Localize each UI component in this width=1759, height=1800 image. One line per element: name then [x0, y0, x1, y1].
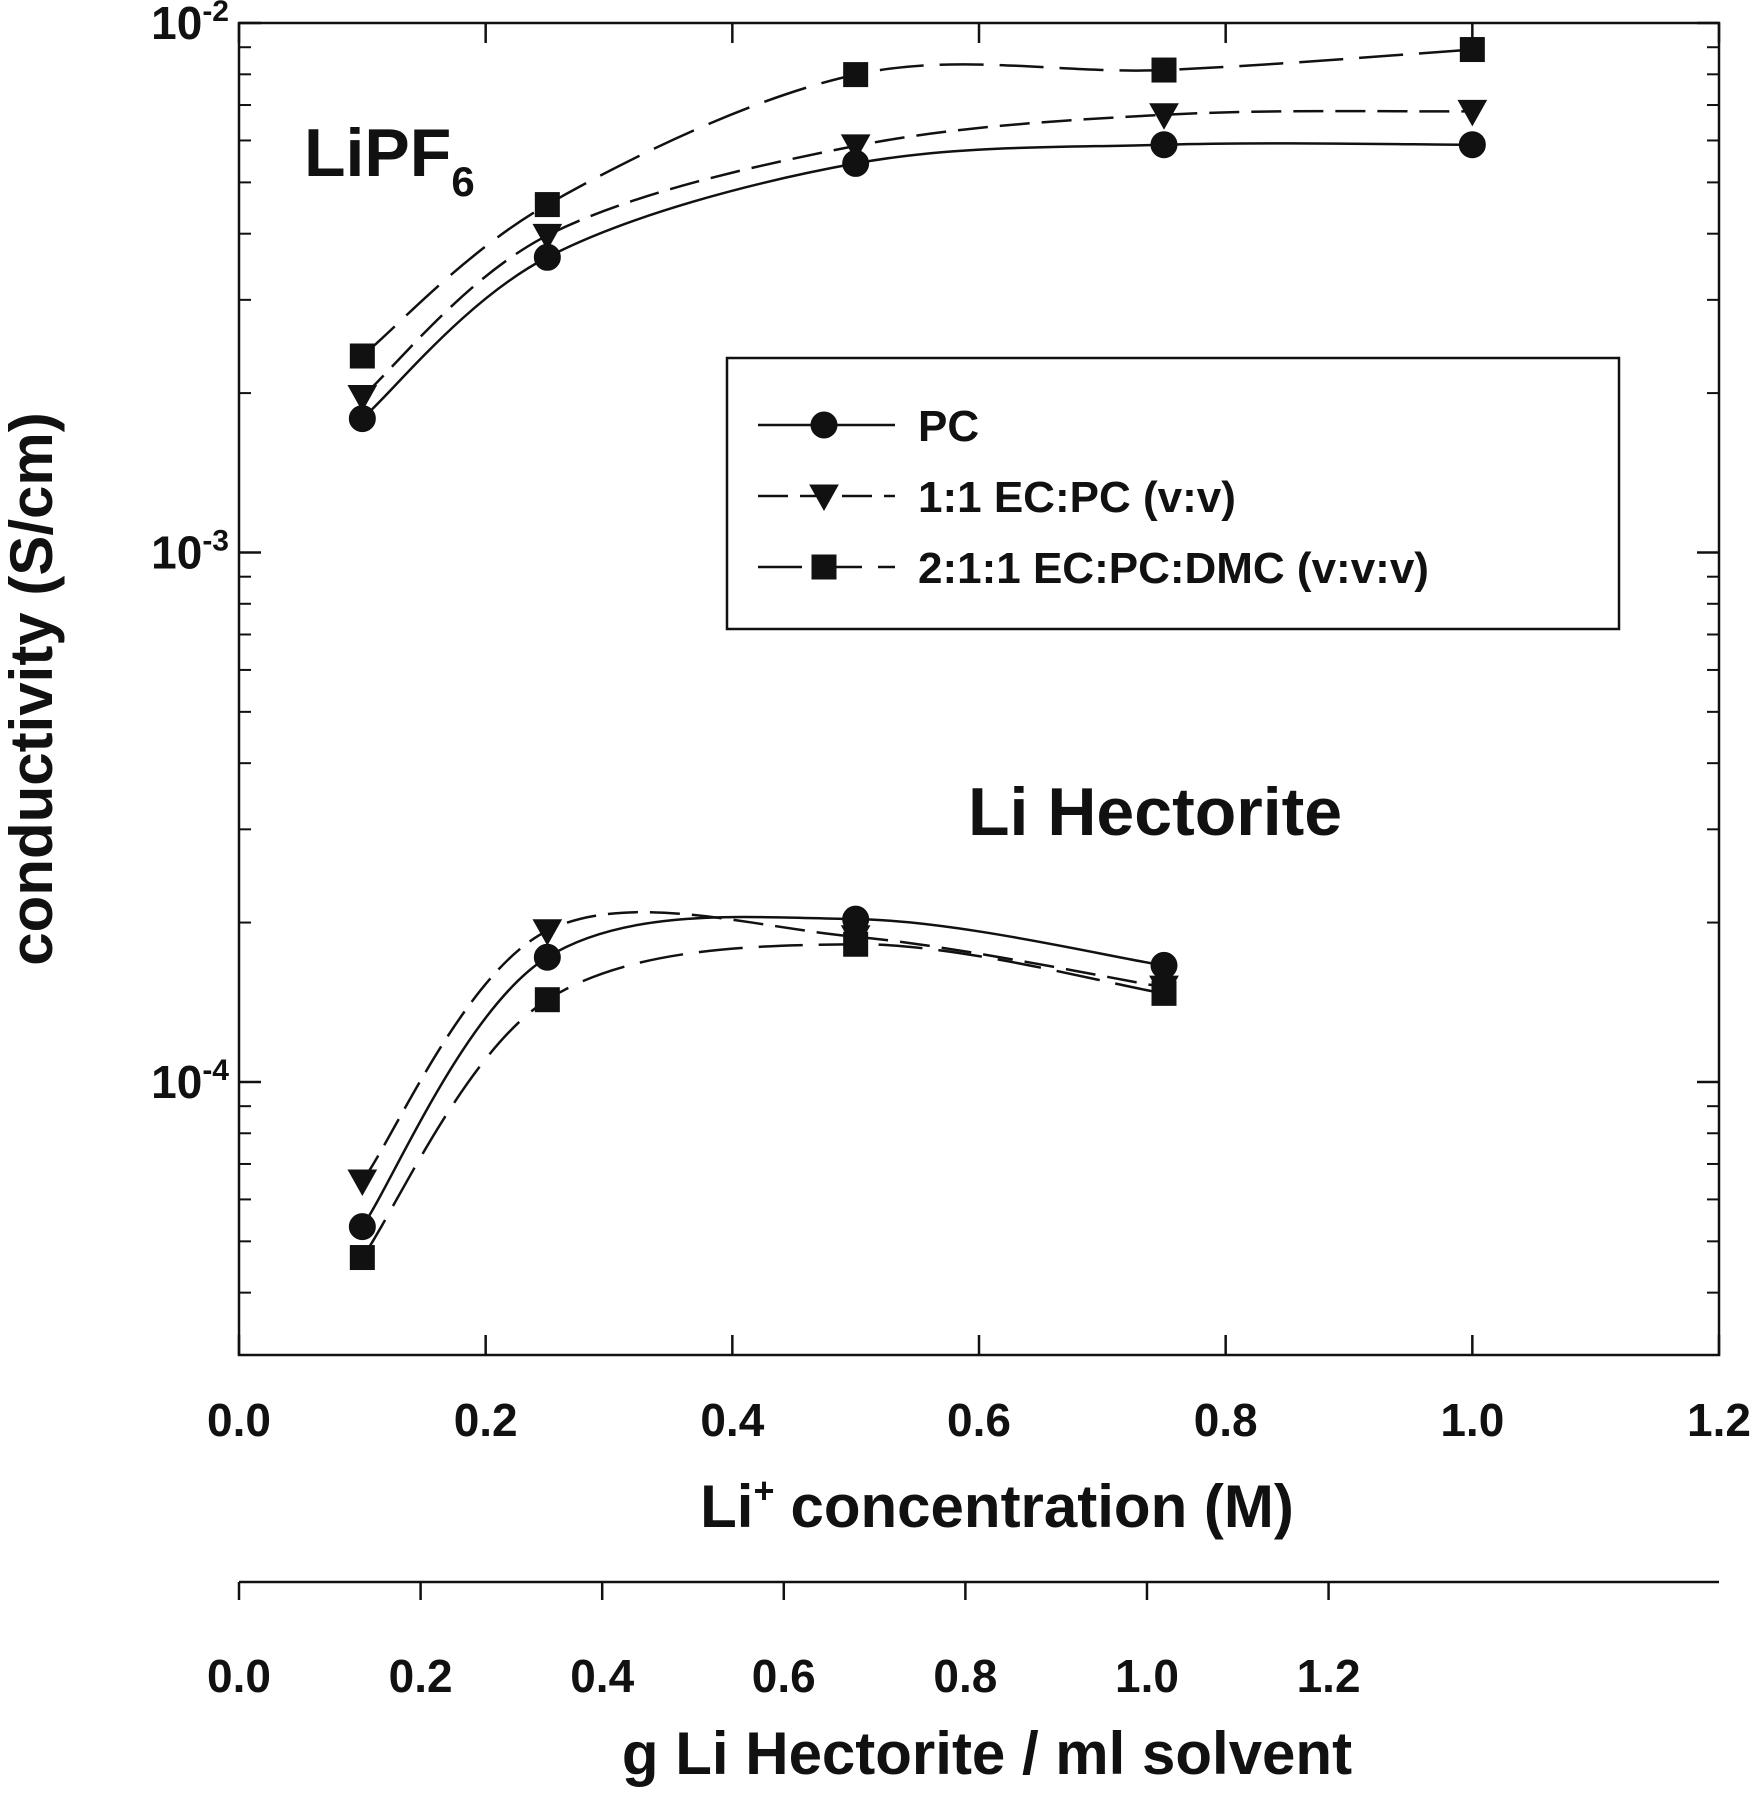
legend-marker	[809, 484, 839, 512]
marker	[534, 987, 560, 1013]
marker	[843, 931, 869, 957]
group-label-sub: 6	[451, 158, 474, 205]
y-tick-label-base: 10	[151, 526, 202, 578]
y-tick-label: 10-2	[151, 0, 229, 49]
x2-axis-label: g Li Hectorite / ml solvent	[622, 1720, 1352, 1787]
y-axis-label: conductivity (S/cm)	[0, 412, 65, 965]
marker	[347, 385, 378, 412]
x-tick-label: 1.2	[1687, 1394, 1751, 1446]
marker	[1151, 980, 1177, 1006]
legend-label: 2:1:1 EC:PC:DMC (v:v:v)	[918, 544, 1429, 593]
x2-tick-label: 0.6	[752, 1650, 816, 1702]
marker	[534, 192, 560, 218]
y-tick-label-base: 10	[151, 1056, 202, 1108]
x-tick-label: 0.2	[454, 1394, 518, 1446]
x2-tick-label: 0.4	[570, 1650, 634, 1702]
marker	[1150, 131, 1178, 159]
marker	[840, 134, 871, 161]
series-line	[361, 910, 1165, 1182]
x-tick-label: 0.0	[207, 1394, 271, 1446]
x2-tick-label: 1.0	[1115, 1650, 1179, 1702]
group-label: Li Hectorite	[968, 774, 1342, 850]
plot-frame	[237, 21, 1721, 1357]
marker	[1458, 131, 1486, 159]
marker	[1459, 37, 1485, 63]
x2-tick-label: 1.2	[1297, 1650, 1361, 1702]
marker	[349, 1245, 375, 1271]
x-tick-label: 0.8	[1194, 1394, 1258, 1446]
x-axis-label-rest: concentration (M)	[791, 1473, 1294, 1540]
marker	[1151, 57, 1177, 83]
y-tick-label: 10-3	[151, 524, 229, 578]
legend-label: 1:1 EC:PC (v:v)	[918, 473, 1236, 522]
marker	[1150, 951, 1178, 979]
marker	[349, 343, 375, 369]
marker	[533, 943, 561, 971]
y-tick-label-base: 10	[151, 0, 202, 49]
marker	[347, 1169, 378, 1197]
legend-box	[725, 356, 1621, 631]
y-tick-label-exp: -2	[202, 0, 229, 28]
group-label-text: LiPF	[304, 115, 451, 191]
x2-tick-label: 0.8	[933, 1650, 997, 1702]
x-axis-label-sup: +	[753, 1470, 774, 1511]
y-tick-label-exp: -3	[202, 524, 229, 557]
x-tick-label: 0.4	[700, 1394, 764, 1446]
x-axis-label: Li+ concentration (M)	[700, 1470, 1294, 1540]
marker	[1149, 103, 1179, 130]
series-line	[361, 942, 1165, 1259]
legend-marker	[810, 411, 838, 439]
group-label: LiPF6	[304, 115, 475, 205]
series-line	[361, 915, 1165, 1228]
x2-tick-label: 0.0	[207, 1650, 271, 1702]
marker	[532, 223, 563, 251]
series-line	[361, 48, 1473, 357]
marker	[348, 1213, 376, 1241]
y-tick-label-exp: -4	[202, 1054, 229, 1087]
x-axis-label-text: Li	[700, 1473, 753, 1540]
marker	[1457, 99, 1488, 127]
legend-label: PC	[918, 402, 979, 451]
marker	[532, 919, 563, 946]
x-tick-label: 1.0	[1440, 1394, 1504, 1446]
x2-tick-label: 0.2	[389, 1650, 453, 1702]
legend-marker	[811, 554, 837, 580]
marker	[843, 62, 869, 88]
y-tick-label: 10-4	[151, 1054, 229, 1108]
x-tick-label: 0.6	[947, 1394, 1011, 1446]
